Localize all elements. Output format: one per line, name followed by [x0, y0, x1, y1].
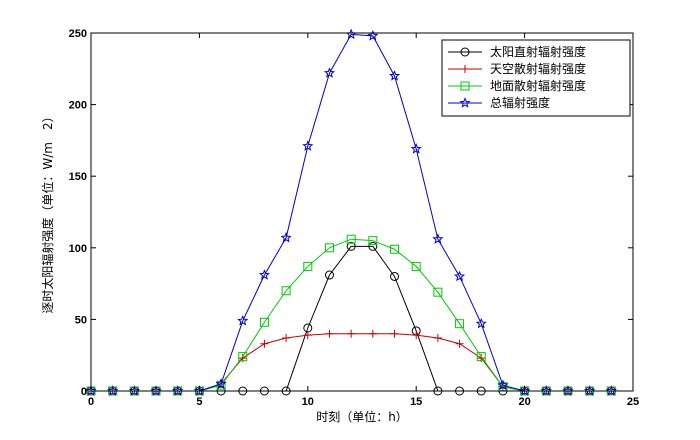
legend-item: 太阳直射辐射强度: [448, 44, 586, 59]
y-axis-label: 逐时太阳辐射强度（单位：W/m 2）: [40, 110, 55, 313]
axes-frame: [90, 32, 634, 392]
series-1-point: [346, 241, 356, 251]
x-tick-label: 20: [518, 396, 530, 408]
series-2-point: [282, 334, 291, 343]
series-2-point: [260, 339, 269, 348]
series-4-point: [150, 385, 162, 396]
series-3-point: [303, 261, 313, 271]
series-2-point: [368, 329, 377, 338]
legend-label: 地面散射辐射强度: [490, 78, 586, 93]
series-3-point: [324, 243, 334, 253]
series-4-point: [367, 30, 379, 41]
y-tick-label: 250: [69, 28, 87, 40]
series-3-point: [368, 236, 378, 246]
series-4-point: [128, 385, 140, 396]
series-4-point: [215, 378, 227, 389]
series-2-point: [390, 329, 399, 338]
series-4-point: [258, 269, 270, 280]
x-axis-label: 时刻（单位：h）: [316, 409, 408, 424]
y-tick-label: 0: [81, 386, 87, 398]
series-4-point: [193, 385, 205, 396]
x-tick-label: 0: [88, 396, 94, 408]
series-2-point: [412, 331, 421, 340]
legend-item: 地面散射辐射强度: [448, 78, 586, 93]
series-3-point: [238, 352, 248, 362]
legend-label: 天空散射辐射强度: [490, 61, 586, 76]
legend-label: 总辐射强度: [490, 95, 550, 110]
x-tick-label: 25: [627, 396, 639, 408]
x-tick-label: 5: [196, 396, 202, 408]
x-tick-label: 15: [410, 396, 422, 408]
series-2-point: [325, 329, 334, 338]
legend-label: 太阳直射辐射强度: [490, 44, 586, 59]
series-3-point: [433, 287, 443, 297]
series-4-point: [519, 385, 531, 396]
series-4-point: [237, 315, 249, 326]
series-4-point: [432, 233, 444, 244]
series-4-point: [280, 231, 292, 243]
series-4-point: [584, 385, 596, 396]
series-1-point: [368, 241, 378, 251]
series-2-point: [433, 334, 442, 343]
series-4-point: [540, 385, 552, 396]
series-1-point: [390, 271, 400, 281]
series-4-point: [302, 140, 314, 151]
series-2-point: [455, 339, 464, 348]
series-3-point: [281, 286, 291, 296]
series-2-point: [347, 329, 356, 338]
legend-item: 总辐射强度: [448, 95, 550, 110]
series-3-point: [476, 352, 486, 362]
series-4-point: [410, 143, 422, 154]
series-4-point: [85, 385, 97, 396]
y-tick-label: 100: [69, 243, 87, 255]
series-4-point: [497, 379, 509, 390]
series-4-point: [605, 385, 617, 396]
series-4-point: [323, 67, 336, 78]
legend-marker: [459, 97, 471, 108]
series-4-point: [475, 317, 487, 329]
y-tick-label: 50: [75, 314, 87, 326]
legend-item: 天空散射辐射强度: [448, 61, 586, 76]
series-4-point: [388, 70, 401, 81]
legend-marker: [460, 47, 470, 57]
series-2-point: [303, 331, 312, 340]
y-tick-label: 200: [69, 100, 87, 112]
series-3-point: [390, 244, 400, 254]
series-4-point: [172, 385, 184, 396]
series-3-point: [455, 319, 465, 329]
series-3-point: [411, 261, 421, 271]
legend-marker: [461, 65, 469, 73]
series-4-point: [454, 270, 466, 282]
x-tick-label: 10: [302, 396, 314, 408]
legend-box: [441, 39, 631, 117]
series-4-point: [562, 385, 574, 396]
series-3-point: [259, 317, 269, 327]
series-4-point: [107, 385, 119, 396]
series-1-point: [324, 270, 334, 280]
series-3-point: [346, 234, 356, 244]
y-tick-label: 150: [69, 171, 87, 183]
legend-marker: [460, 81, 470, 91]
